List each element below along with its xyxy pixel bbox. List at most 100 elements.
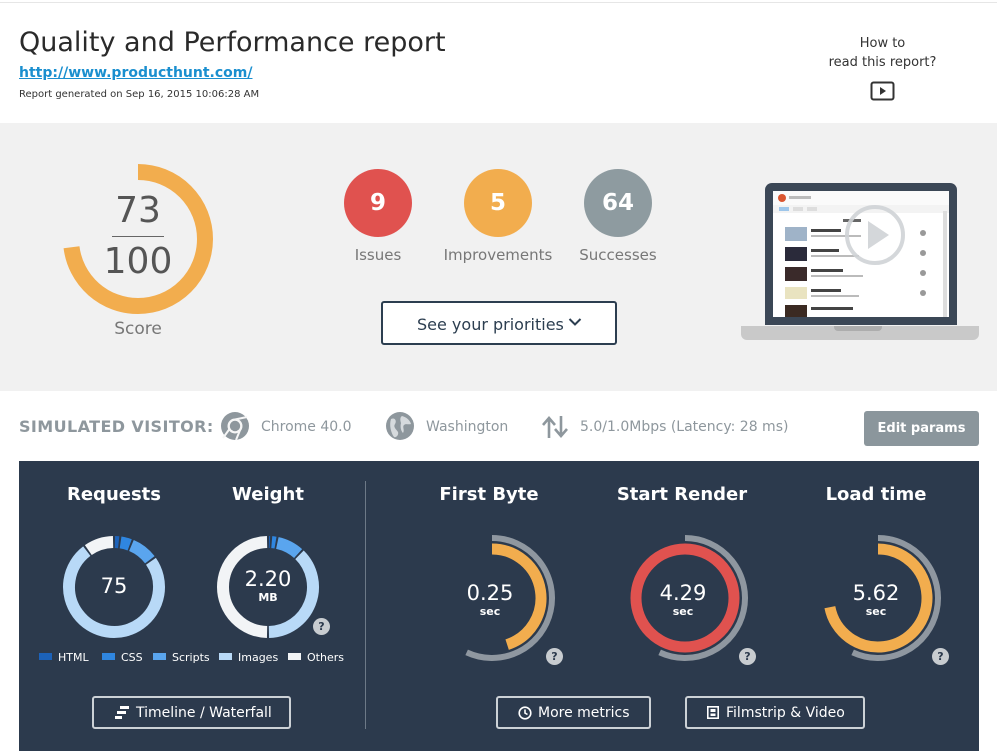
how-to-read-link[interactable]: How to read this report? xyxy=(815,34,950,72)
legend-scripts: Scripts xyxy=(153,651,210,664)
panel-divider xyxy=(365,481,366,729)
timeline-waterfall-button[interactable]: Timeline / Waterfall xyxy=(92,696,291,729)
requests-donut-chart xyxy=(63,536,165,638)
legend-html-label: HTML xyxy=(58,651,89,664)
clock-icon xyxy=(518,706,532,720)
first-byte-track xyxy=(465,535,555,661)
report-header: Quality and Performance report http://ww… xyxy=(0,3,997,123)
more-metrics-button[interactable]: More metrics xyxy=(496,696,651,729)
start-render-value: 4.29 xyxy=(659,581,707,605)
weight-value: 2.20 xyxy=(244,567,292,591)
howto-line1: How to xyxy=(859,36,906,51)
simulated-visitor-title: SIMULATED VISITOR: xyxy=(19,417,214,436)
video-preview[interactable] xyxy=(740,183,980,343)
score-label: Score xyxy=(114,319,162,339)
legend-css-swatch xyxy=(102,653,115,660)
edit-params-button[interactable]: Edit params xyxy=(864,411,979,446)
first-byte-gauge xyxy=(465,535,555,661)
start-render-unit: sec xyxy=(672,605,694,618)
more-metrics-label: More metrics xyxy=(538,705,630,721)
legend-others-label: Others xyxy=(307,651,344,664)
weight-unit: MB xyxy=(258,591,278,604)
requests-segments xyxy=(63,536,165,638)
score-value: 73 xyxy=(115,190,161,231)
start-render-track xyxy=(658,535,748,661)
load-time-help-icon[interactable]: ? xyxy=(932,648,949,665)
legend-images-label: Images xyxy=(238,651,279,664)
requests-segment-images xyxy=(63,546,165,638)
score-ring xyxy=(63,164,213,314)
requests-segment-others xyxy=(84,536,114,556)
film-icon xyxy=(707,706,719,719)
first-byte-unit: sec xyxy=(479,605,501,618)
site-url-link[interactable]: http://www.producthunt.com/ xyxy=(19,65,253,81)
page-title: Quality and Performance report xyxy=(19,27,446,58)
chevron-down-icon xyxy=(568,318,582,326)
priorities-label: See your priorities xyxy=(417,315,564,334)
legend-html: HTML xyxy=(39,651,89,664)
requests-segment-css xyxy=(119,536,132,551)
weight-donut-chart xyxy=(217,536,319,638)
legend-images-swatch xyxy=(219,653,232,660)
load-time-title: Load time xyxy=(825,484,927,505)
laptop-base xyxy=(741,326,979,340)
legend-scripts-swatch xyxy=(153,653,166,660)
laptop-screen-thumbnail xyxy=(773,191,949,317)
load-time-unit: sec xyxy=(865,605,887,618)
requests-title: Requests xyxy=(66,484,161,505)
weight-segment-others xyxy=(217,536,268,638)
first-byte-title: First Byte xyxy=(439,484,539,505)
weight-title: Weight xyxy=(232,484,304,505)
see-priorities-button[interactable]: See your priorities xyxy=(381,301,617,345)
bandwidth-arrows-icon xyxy=(542,416,568,438)
successes-count-badge[interactable]: 64 xyxy=(584,169,652,237)
connection-speed: 5.0/1.0Mbps (Latency: 28 ms) xyxy=(580,419,789,435)
browser-name: Chrome 40.0 xyxy=(261,419,352,435)
start-render-arc xyxy=(630,543,740,653)
waterfall-icon xyxy=(115,706,129,719)
top-rule xyxy=(0,2,997,3)
play-overlay-icon xyxy=(845,205,905,265)
score-max: 100 xyxy=(103,241,173,282)
filmstrip-video-label: Filmstrip & Video xyxy=(726,705,845,721)
score-fraction-line xyxy=(112,236,164,237)
legend-html-swatch xyxy=(39,653,52,660)
content-type-legend: HTML CSS Scripts Images Others xyxy=(39,651,359,667)
load-time-value: 5.62 xyxy=(852,581,900,605)
summary-section: 73 100 Score 9 Issues 5 Improvements 64 … xyxy=(0,123,997,391)
report-date: Report generated on Sep 16, 2015 10:06:2… xyxy=(19,89,260,100)
load-time-gauge xyxy=(824,535,941,661)
start-render-title: Start Render xyxy=(616,484,748,505)
start-render-help-icon[interactable]: ? xyxy=(739,648,756,665)
legend-scripts-label: Scripts xyxy=(172,651,210,664)
weight-help-icon[interactable]: ? xyxy=(313,618,330,635)
improvements-count-badge[interactable]: 5 xyxy=(464,169,532,237)
issues-count-badge[interactable]: 9 xyxy=(344,169,412,237)
play-video-icon[interactable] xyxy=(870,81,895,101)
legend-others: Others xyxy=(288,651,344,664)
first-byte-value: 0.25 xyxy=(466,581,514,605)
legend-css: CSS xyxy=(102,651,143,664)
filmstrip-video-button[interactable]: Filmstrip & Video xyxy=(685,696,865,729)
metrics-panel: Requests Weight 75 2.20 MB ? HTML CSS Sc… xyxy=(19,461,979,751)
howto-line2: read this report? xyxy=(828,55,937,70)
start-render-gauge xyxy=(630,535,748,661)
weight-segments xyxy=(217,536,319,638)
first-byte-help-icon[interactable]: ? xyxy=(546,648,563,665)
load-time-track xyxy=(851,535,941,661)
timeline-waterfall-label: Timeline / Waterfall xyxy=(136,705,272,721)
globe-location-icon xyxy=(386,412,414,440)
successes-label: Successes xyxy=(579,246,657,264)
location-name: Washington xyxy=(426,419,509,435)
weight-segment-scripts xyxy=(275,537,303,559)
improvements-label: Improvements xyxy=(443,246,553,264)
load-time-arc xyxy=(824,543,933,653)
chrome-browser-icon xyxy=(221,412,249,441)
requests-segment-scripts xyxy=(128,539,155,564)
score-arc xyxy=(63,164,213,314)
first-byte-arc xyxy=(491,543,547,650)
issues-label: Issues xyxy=(354,246,402,264)
legend-others-swatch xyxy=(288,653,301,660)
weight-segment-images xyxy=(268,550,319,638)
requests-value: 75 xyxy=(100,574,128,598)
